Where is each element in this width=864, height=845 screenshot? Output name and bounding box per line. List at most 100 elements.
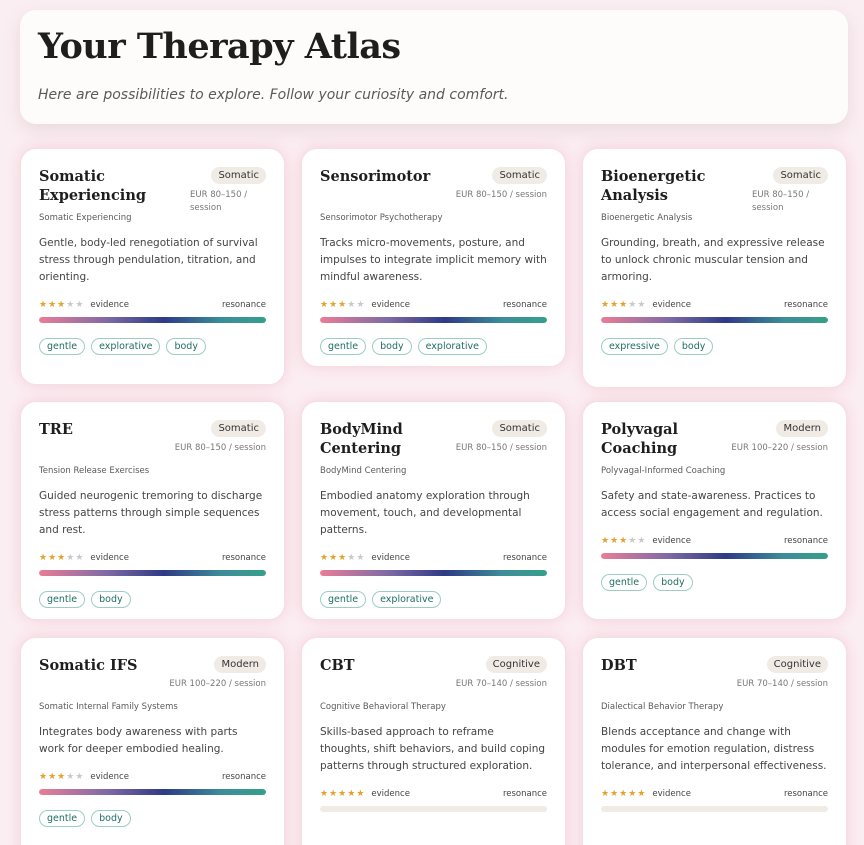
resonance-label: resonance (502, 300, 547, 310)
card-title: CBT (320, 657, 355, 674)
tag-chip[interactable]: explorative (91, 338, 161, 355)
tag-chip[interactable]: expressive (601, 338, 668, 355)
metrics-row: ★ ★ ★ ★ ★ evidence resonance (39, 551, 266, 565)
card-header: CBT Cognitive EUR 70–140 / session (320, 656, 547, 696)
resonance-bar (601, 317, 828, 323)
star-icon: ★ (75, 300, 85, 310)
card-description: Embodied anatomy exploration through mov… (320, 490, 530, 536)
tag-chip[interactable]: gentle (601, 574, 648, 591)
tag-chip[interactable]: explorative (372, 591, 442, 608)
resonance-label: resonance (502, 789, 547, 799)
tag-chip[interactable]: body (673, 338, 714, 355)
resonance-bar-fill (320, 570, 547, 576)
evidence-label: evidence (652, 789, 691, 799)
evidence-label: evidence (371, 789, 410, 799)
tag-chip[interactable]: gentle (39, 591, 86, 608)
category-badge: Cognitive (485, 656, 547, 673)
resonance-bar (320, 570, 547, 576)
star-icon: ★ (628, 300, 638, 310)
price-label: EUR 80–150 / session (455, 443, 547, 453)
resonance-bar (601, 553, 828, 559)
tag-chip[interactable]: gentle (320, 591, 367, 608)
card-title: Sensorimotor (320, 168, 431, 185)
card-description: Safety and state-awareness. Practices to… (601, 490, 823, 519)
therapy-card[interactable]: Polyvagal Coaching Modern EUR 100–220 / se… (582, 401, 847, 620)
full-name: Tension Release Exercises (39, 466, 150, 476)
tag-chip[interactable]: gentle (39, 338, 86, 355)
star-icon: ★ (329, 300, 339, 310)
evidence-stars: ★ ★ ★ ★ ★ (320, 553, 365, 563)
star-icon: ★ (619, 300, 629, 310)
full-name: Polyvagal-Informed Coaching (601, 466, 726, 476)
resonance-label: resonance (221, 772, 266, 782)
resonance-bar (39, 570, 266, 576)
card-header: Somatic Experiencing Somatic EUR 80–150 / … (39, 167, 266, 213)
evidence-stars: ★ ★ ★ ★ ★ (39, 300, 84, 310)
therapy-card[interactable]: CBT Cognitive EUR 70–140 / session Cognitiv… (301, 637, 566, 845)
star-icon: ★ (628, 789, 638, 799)
star-icon: ★ (57, 553, 67, 563)
full-name: BodyMind Centering (320, 466, 407, 476)
star-icon: ★ (601, 536, 611, 546)
tag-chip[interactable]: explorative (417, 338, 487, 355)
star-icon: ★ (338, 789, 348, 799)
category-badge: Somatic (492, 167, 547, 184)
therapy-card[interactable]: Bioenergetic Analysis Somatic EUR 80–150 /… (582, 148, 847, 388)
therapy-card[interactable]: DBT Cognitive EUR 70–140 / session Dialecti… (582, 637, 847, 845)
tag-chip[interactable]: body (91, 810, 131, 827)
price-label: EUR 70–140 / session (455, 679, 547, 689)
resonance-label: resonance (783, 789, 828, 799)
resonance-bar (320, 806, 547, 812)
tag-chip[interactable]: gentle (320, 338, 367, 355)
star-icon: ★ (338, 300, 348, 310)
star-icon: ★ (48, 300, 58, 310)
star-icon: ★ (39, 300, 49, 310)
star-icon: ★ (610, 789, 620, 799)
star-icon: ★ (338, 553, 348, 563)
card-header: Sensorimotor Somatic EUR 80–150 / session (320, 167, 547, 207)
evidence-stars: ★ ★ ★ ★ ★ (601, 536, 646, 546)
category-badge: Somatic (492, 420, 547, 437)
card-title: Somatic IFS (39, 657, 138, 674)
tag-chip[interactable]: body (653, 574, 693, 591)
star-icon: ★ (628, 536, 638, 546)
price-label: EUR 80–150 / session (174, 443, 266, 453)
star-icon: ★ (48, 772, 58, 782)
therapy-card[interactable]: Somatic IFS Modern EUR 100–220 / session So… (20, 637, 285, 845)
evidence-label: evidence (652, 300, 691, 310)
resonance-bar (39, 789, 266, 795)
metrics-row: ★ ★ ★ ★ ★ evidence resonance (39, 298, 266, 312)
price-label: EUR 80–150 / session (752, 190, 810, 213)
card-description: Integrates body awareness with parts wor… (39, 726, 238, 755)
resonance-label: resonance (221, 300, 266, 310)
resonance-bar-fill (601, 553, 828, 559)
tag-list: gentle body (39, 810, 266, 827)
price-label: EUR 100–220 / session (169, 679, 266, 689)
resonance-bar (39, 317, 266, 323)
resonance-label: resonance (783, 536, 828, 546)
tag-chip[interactable]: body (372, 338, 412, 355)
therapy-card[interactable]: Somatic Experiencing Somatic EUR 80–150 / … (20, 148, 285, 385)
card-header: Bioenergetic Analysis Somatic EUR 80–150 /… (601, 167, 828, 213)
evidence-label: evidence (90, 772, 129, 782)
card-title: TRE (39, 421, 73, 438)
therapy-card[interactable]: BodyMind Centering Somatic EUR 80–150 / se… (301, 401, 566, 620)
star-icon: ★ (356, 789, 366, 799)
card-header: BodyMind Centering Somatic EUR 80–150 / se… (320, 420, 547, 460)
therapy-card[interactable]: TRE Somatic EUR 80–150 / session Tension Re… (20, 401, 285, 620)
tag-chip[interactable]: body (166, 338, 206, 355)
card-description: Guided neurogenic tremoring to discharge… (39, 490, 263, 536)
star-icon: ★ (66, 772, 76, 782)
therapy-card[interactable]: Sensorimotor Somatic EUR 80–150 / session S… (301, 148, 566, 367)
tag-chip[interactable]: gentle (39, 810, 86, 827)
star-icon: ★ (320, 789, 330, 799)
tag-chip[interactable]: body (91, 591, 131, 608)
card-description: Grounding, breath, and expressive releas… (601, 237, 825, 283)
category-badge: Cognitive (766, 656, 828, 673)
star-icon: ★ (347, 789, 357, 799)
card-description: Tracks micro-movements, posture, and imp… (320, 237, 547, 283)
evidence-label: evidence (90, 300, 129, 310)
star-icon: ★ (39, 772, 49, 782)
star-icon: ★ (356, 300, 366, 310)
resonance-bar (320, 317, 547, 323)
